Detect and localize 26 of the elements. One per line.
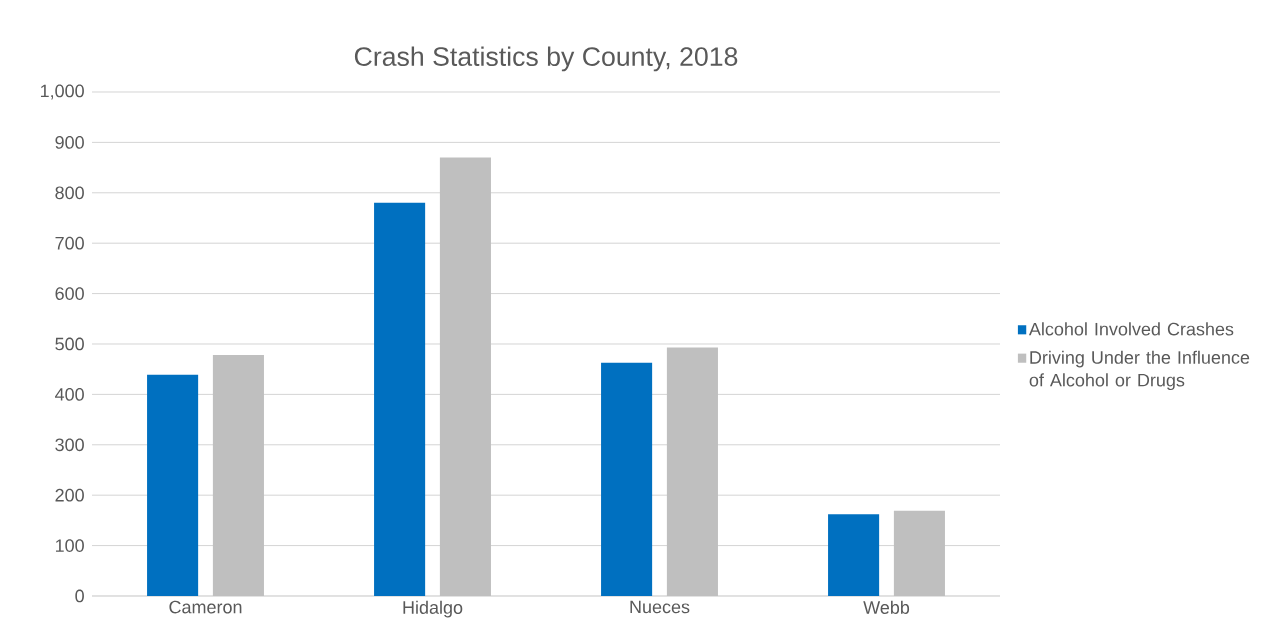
legend-label: Driving Under the Influence of Alcohol or Drugs: [1029, 350, 1250, 391]
y-tick-label: 600: [55, 287, 84, 300]
y-tick-label: 500: [55, 337, 84, 351]
bar: [212, 355, 264, 596]
y-tick-label: 700: [55, 236, 84, 250]
y-tick-label: 100: [55, 539, 84, 552]
bar: [828, 514, 880, 596]
legend-label: Alcohol Involved Crashes: [1028, 322, 1234, 336]
x-tick-label: Cameron: [169, 600, 242, 614]
bar: [374, 202, 426, 596]
y-tick-label: 200: [55, 488, 84, 502]
bar: [147, 374, 199, 596]
y-tick-label: 0: [75, 589, 84, 603]
bar: [601, 362, 653, 596]
x-tick-label: Nueces: [630, 600, 690, 614]
y-tick-label: 300: [55, 438, 84, 452]
y-tick-label: 900: [55, 136, 84, 149]
bar: [666, 347, 718, 596]
y-tick-label: 800: [55, 186, 84, 200]
bar: [893, 510, 945, 596]
y-tick-label: 1,000: [40, 84, 84, 100]
y-tick-label: 400: [55, 388, 84, 401]
x-tick-label: Hidalgo: [403, 600, 463, 618]
chart-title: Crash Statistics by County, 2018: [354, 46, 738, 72]
bar: [439, 157, 491, 596]
x-tick-label: Webb: [863, 600, 910, 614]
